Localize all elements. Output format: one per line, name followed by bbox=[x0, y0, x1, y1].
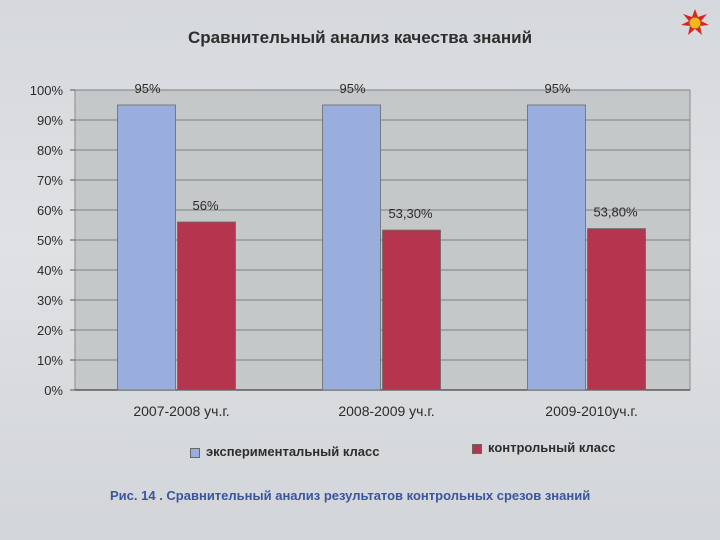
bar-experimental bbox=[322, 104, 381, 391]
red-flower-logo-icon bbox=[681, 9, 709, 35]
legend-label-control: контрольный класс bbox=[488, 440, 616, 455]
x-category-label: 2009-2010уч.г. bbox=[545, 403, 637, 419]
y-tick-label: 60% bbox=[37, 203, 63, 218]
legend-swatch-experimental bbox=[190, 447, 200, 458]
y-tick-label: 100% bbox=[30, 83, 64, 98]
figure-caption: Рис. 14 . Сравнительный анализ результат… bbox=[110, 488, 591, 503]
chart-title: Сравнительный анализ качества знаний bbox=[188, 28, 533, 47]
legend-item-experimental: экспериментальный класс bbox=[190, 444, 379, 459]
data-label: 53,30% bbox=[388, 206, 433, 221]
y-tick-label: 40% bbox=[37, 263, 63, 278]
bar-chart: 0% 10% 20% 30% 40% 50% 60% 70% 80% 90% 100% 95% 56% 2… bbox=[30, 81, 691, 419]
y-tick-label: 50% bbox=[37, 233, 63, 248]
data-label: 53,80% bbox=[593, 205, 638, 220]
bar-experimental bbox=[117, 104, 176, 391]
data-label: 95% bbox=[134, 81, 160, 96]
legend-item-control: контрольный класс bbox=[472, 440, 615, 455]
bar-experimental bbox=[527, 104, 586, 391]
y-tick-label: 20% bbox=[37, 323, 63, 338]
legend-label-experimental: экспериментальный класс bbox=[206, 444, 380, 459]
data-label: 95% bbox=[544, 81, 570, 96]
bar-control bbox=[382, 229, 441, 391]
y-tick-label: 70% bbox=[37, 173, 63, 188]
y-tick-label: 80% bbox=[37, 143, 63, 158]
bar-control bbox=[587, 228, 646, 391]
x-category-label: 2007-2008 уч.г. bbox=[133, 403, 229, 419]
data-label: 95% bbox=[339, 81, 365, 96]
chart-legend: экспериментальный класс контрольный клас… bbox=[190, 440, 650, 462]
y-tick-label: 10% bbox=[37, 353, 63, 368]
bar-control bbox=[177, 221, 236, 391]
data-label: 56% bbox=[192, 198, 218, 213]
y-tick-label: 30% bbox=[37, 293, 63, 308]
y-tick-label: 0% bbox=[44, 383, 63, 398]
legend-swatch-control bbox=[472, 443, 482, 454]
x-category-label: 2008-2009 уч.г. bbox=[338, 403, 434, 419]
y-tick-label: 90% bbox=[37, 113, 63, 128]
